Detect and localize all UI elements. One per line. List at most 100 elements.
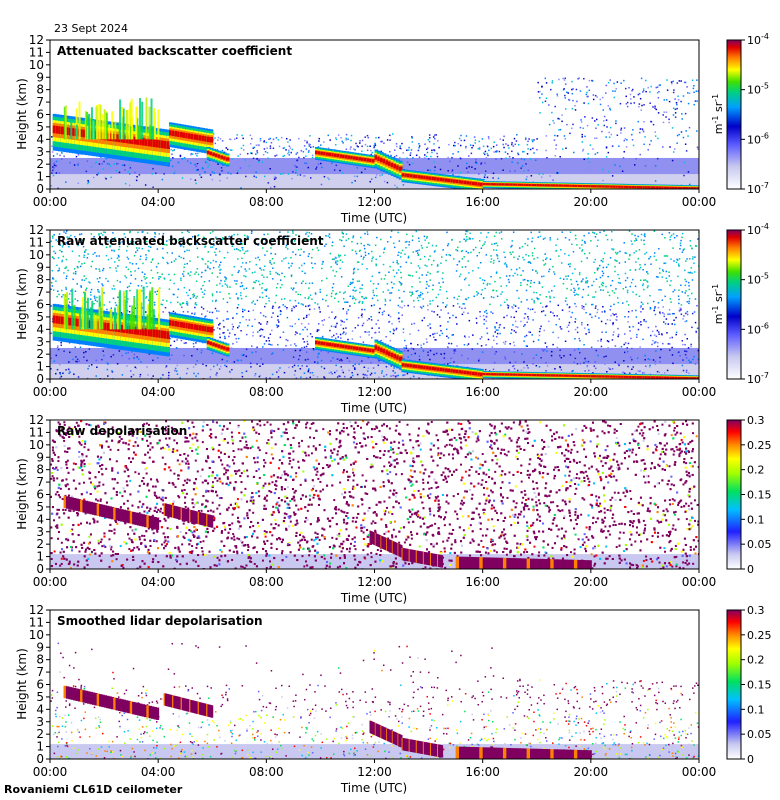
heatmap-cell xyxy=(423,175,427,180)
heatmap-cell xyxy=(353,271,355,273)
heatmap-cell xyxy=(353,297,355,299)
heatmap-cell xyxy=(406,161,409,163)
heatmap-cell xyxy=(176,373,179,375)
heatmap-cell xyxy=(266,147,268,149)
heatmap-cell xyxy=(128,358,130,360)
heatmap-cell xyxy=(608,131,610,134)
heatmap-cell xyxy=(516,326,519,328)
heatmap-cell xyxy=(211,293,214,295)
heatmap-cell xyxy=(599,103,602,106)
heatmap-cell xyxy=(563,355,565,357)
y-tick-label: 6 xyxy=(36,108,44,122)
heatmap-cell xyxy=(398,289,400,292)
heatmap-cell xyxy=(657,112,660,114)
heatmap-cell xyxy=(682,95,685,97)
heatmap-cell xyxy=(603,124,606,127)
heatmap-cell xyxy=(229,149,232,151)
heatmap-cell xyxy=(671,159,674,162)
heatmap-cell xyxy=(108,124,111,140)
heatmap-cell xyxy=(569,184,573,187)
heatmap-cell xyxy=(431,310,433,313)
heatmap-cell xyxy=(356,373,359,376)
heatmap-cell xyxy=(518,267,521,269)
heatmap-cell xyxy=(166,261,168,264)
heatmap-cell xyxy=(592,98,595,101)
heatmap-cell xyxy=(602,289,605,291)
heatmap-cell xyxy=(584,135,586,138)
heatmap-cell xyxy=(205,160,207,163)
heatmap-cell xyxy=(612,322,614,325)
heatmap-cell xyxy=(464,266,467,268)
heatmap-cell xyxy=(634,269,637,271)
heatmap-cell xyxy=(645,159,648,162)
heatmap-cell xyxy=(195,165,197,168)
panel-raw-attenuated-backscatter: Raw attenuated backscatter coefficient 0… xyxy=(15,222,769,415)
heatmap-cell xyxy=(179,131,184,138)
heatmap-cell xyxy=(272,278,274,280)
heatmap-cell xyxy=(196,348,199,351)
heatmap-cell xyxy=(139,373,142,376)
heatmap-cell xyxy=(166,252,169,254)
heatmap-cell xyxy=(83,254,86,257)
heatmap-cell xyxy=(97,281,100,283)
heatmap-cell xyxy=(469,181,473,185)
heatmap-cell xyxy=(591,303,593,306)
heatmap-cell xyxy=(685,320,688,322)
heatmap-cell xyxy=(398,297,401,299)
heatmap-cell xyxy=(111,288,114,290)
heatmap-cell xyxy=(57,345,59,347)
heatmap-cell xyxy=(639,306,642,309)
heatmap-cell xyxy=(300,282,303,284)
heatmap-cell xyxy=(610,133,613,136)
heatmap-cell xyxy=(74,271,77,273)
heatmap-cell xyxy=(55,160,58,163)
heatmap-cell xyxy=(454,349,456,351)
heatmap-cell xyxy=(657,137,659,140)
heatmap-cell xyxy=(559,277,562,280)
heatmap-cell xyxy=(201,135,206,142)
heatmap-cell xyxy=(279,279,282,281)
heatmap-cell xyxy=(477,267,480,269)
heatmap-cell xyxy=(421,307,423,309)
heatmap-cell xyxy=(536,297,538,299)
heatmap-cell xyxy=(317,151,322,155)
heatmap-cell xyxy=(242,354,245,356)
heatmap-cell xyxy=(548,268,551,271)
heatmap-cell xyxy=(666,255,669,257)
heatmap-cell xyxy=(83,256,85,258)
heatmap-cell xyxy=(255,144,258,146)
heatmap-cell xyxy=(454,350,457,352)
heatmap-cell xyxy=(219,138,222,140)
heatmap-cell xyxy=(347,285,350,288)
heatmap-cell xyxy=(471,181,476,186)
heatmap-cell xyxy=(605,322,607,325)
heatmap-cell xyxy=(61,259,64,262)
heatmap-cell xyxy=(53,162,56,165)
heatmap-cell xyxy=(622,157,625,159)
heatmap-cell xyxy=(209,137,214,143)
heatmap-cell xyxy=(487,136,490,138)
heatmap-cell xyxy=(251,230,253,233)
heatmap-cell xyxy=(634,186,638,189)
heatmap-cell xyxy=(600,345,603,348)
heatmap-cell xyxy=(273,177,276,179)
heatmap-cell xyxy=(546,346,548,348)
heatmap-cell xyxy=(675,102,678,104)
heatmap-cell xyxy=(420,346,423,349)
heatmap-cell xyxy=(647,285,649,287)
heatmap-cell xyxy=(364,168,366,170)
heatmap-cell xyxy=(482,296,485,299)
heatmap-cell xyxy=(278,321,280,323)
heatmap-cell xyxy=(333,172,336,174)
heatmap-cell xyxy=(659,272,661,274)
heatmap-cell xyxy=(655,275,658,278)
heatmap-cell xyxy=(652,300,655,303)
heatmap-cell xyxy=(101,283,103,285)
heatmap-cell xyxy=(513,304,515,306)
heatmap-cell xyxy=(484,162,486,164)
heatmap-cell xyxy=(176,339,178,341)
heatmap-cell xyxy=(631,358,633,361)
heatmap-cell xyxy=(426,147,429,149)
heatmap-cell xyxy=(482,182,487,186)
heatmap-cell xyxy=(525,334,528,337)
